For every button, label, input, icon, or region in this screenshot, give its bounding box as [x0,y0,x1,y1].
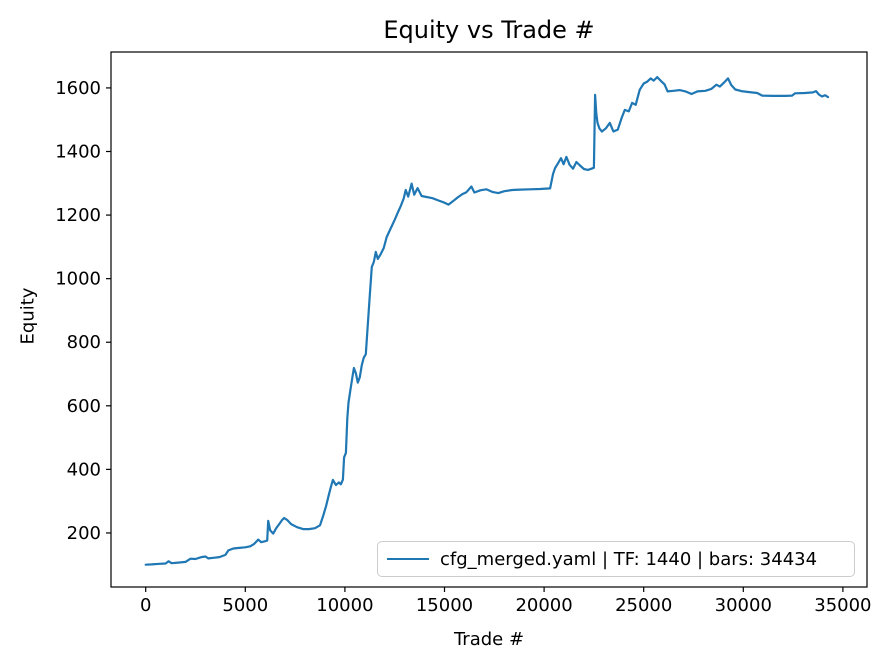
y-tick-label: 400 [67,459,101,480]
legend-entry-label: cfg_merged.yaml | TF: 1440 | bars: 34434 [440,548,818,570]
y-tick-label: 800 [67,332,101,353]
x-tick-label: 15000 [416,595,473,616]
y-tick-label: 1400 [55,141,101,162]
y-axis-label: Equity [17,287,39,345]
equity-curve [144,76,830,566]
legend-line-sample-icon [387,558,429,560]
x-tick-label: 30000 [715,595,772,616]
x-tick-label: 35000 [814,595,871,616]
y-tick-label: 1000 [55,269,101,290]
x-tick-label: 10000 [316,595,373,616]
x-tick-label: 20000 [515,595,572,616]
y-tick-label: 1200 [55,205,101,226]
plot-spines [110,51,868,588]
x-tick-label: 5000 [222,595,268,616]
legend: cfg_merged.yaml | TF: 1440 | bars: 34434 [377,541,855,577]
y-tick-label: 600 [67,396,101,417]
chart-title: Equity vs Trade # [383,16,595,44]
y-tick-label: 1600 [55,78,101,99]
x-tick-label: 0 [140,595,151,616]
x-tick-label: 25000 [615,595,672,616]
x-axis-label: Trade # [453,629,525,650]
y-tick-label: 200 [67,523,101,544]
